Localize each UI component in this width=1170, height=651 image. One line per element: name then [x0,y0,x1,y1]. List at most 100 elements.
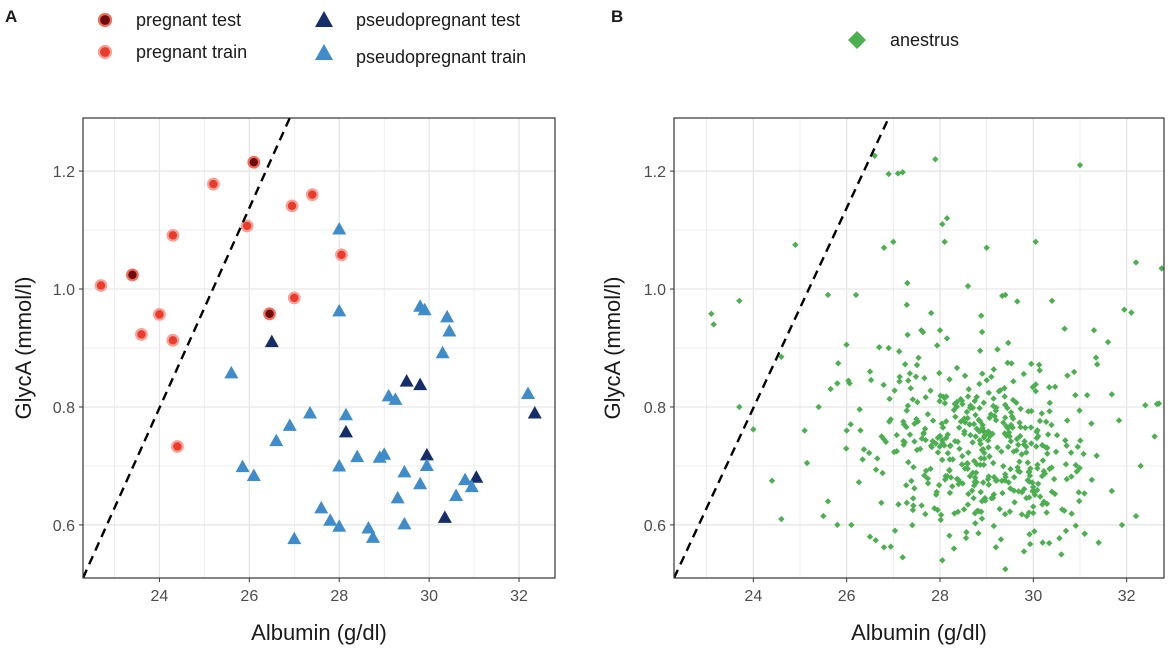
point-anestrus [1044,450,1051,457]
panel-a-gridlines [83,118,555,578]
point-anestrus [824,291,832,299]
point-anestrus [903,301,911,309]
point-anestrus [964,501,972,508]
point-anestrus [1028,440,1035,447]
panel-b-border [673,117,1165,579]
x-tick-label: 26 [240,588,258,605]
point-anestrus [778,515,785,523]
point-anestrus [871,152,878,159]
point-anestrus [899,554,906,561]
point-pregnant-train [94,279,108,292]
point-anestrus [852,291,860,299]
point-pseudopregnant-train [303,405,318,419]
point-anestrus [911,485,918,492]
point-anestrus [939,456,946,464]
point-anestrus [1005,339,1012,347]
point-pregnant-train [135,328,148,341]
point-anestrus [1090,327,1098,334]
point-anestrus [985,389,992,397]
point-anestrus [1039,457,1047,464]
point-anestrus [1004,359,1011,367]
point-anestrus [1020,370,1027,378]
point-anestrus [909,521,916,529]
point-anestrus [1005,429,1013,436]
point-anestrus [1009,424,1016,431]
point-anestrus [961,465,969,472]
point-anestrus [887,416,895,423]
point-anestrus [1067,449,1075,456]
point-anestrus [941,442,948,449]
panel-b-y-axis-label: GlycA (mmol/l) [600,277,625,420]
point-anestrus [1115,417,1123,424]
point-pseudopregnant-train [449,488,464,502]
point-anestrus [921,374,928,382]
point-anestrus [1080,450,1087,458]
point-anestrus [931,505,938,512]
point-anestrus [1035,361,1043,369]
point-pseudopregnant-train [361,520,376,534]
point-anestrus [915,354,922,361]
point-anestrus [909,506,917,514]
point-anestrus [966,421,973,428]
point-pseudopregnant-train [235,459,250,473]
y-tick-label: 1.0 [53,282,75,299]
point-anestrus [778,353,785,361]
point-pseudopregnant-train [417,302,432,316]
point-anestrus [952,413,959,421]
point-anestrus [954,508,962,516]
point-anestrus [792,241,799,248]
point-anestrus [903,499,911,507]
point-anestrus [1025,408,1032,415]
point-anestrus [963,529,970,536]
point-anestrus [1000,462,1007,470]
point-anestrus [768,477,776,484]
point-anestrus [1004,425,1012,432]
point-anestrus [1018,511,1026,518]
point-anestrus [983,244,990,251]
point-anestrus [848,521,855,529]
point-anestrus [904,331,911,339]
y-tick-label: 0.8 [644,400,666,417]
point-anestrus [991,412,998,420]
point-anestrus [907,385,914,392]
y-tick-label: 0.8 [53,400,75,417]
legend-item-pregnant-test: pregnant test [97,10,241,30]
point-anestrus [1001,430,1008,437]
point-anestrus [845,377,852,384]
point-anestrus [1030,509,1037,517]
point-anestrus [1006,508,1014,515]
legend-marker-pregnant-train [97,44,113,60]
point-anestrus [993,404,1000,411]
point-anestrus [924,475,931,482]
point-anestrus [984,476,992,483]
point-anestrus [996,505,1003,513]
point-anestrus [894,170,902,177]
point-anestrus [946,376,953,383]
point-anestrus [880,244,888,251]
point-anestrus [920,429,927,437]
point-pregnant-train [287,291,301,305]
point-anestrus [990,459,997,467]
legend-label-pseudopregnant-train: pseudopregnant train [356,47,526,67]
point-anestrus [879,469,886,477]
point-anestrus [998,448,1005,455]
point-anestrus [1033,443,1040,450]
point-anestrus [1076,161,1084,169]
point-anestrus [990,402,997,410]
point-anestrus [1128,309,1135,316]
panel-a-y-axis-label: GlycA (mmol/l) [11,277,36,420]
point-anestrus [1023,449,1030,456]
point-anestrus [1104,338,1112,346]
point-anestrus [1017,405,1024,412]
point-anestrus [1029,483,1037,491]
point-anestrus [913,446,921,454]
point-anestrus [856,406,863,413]
x-tick-label: 28 [931,588,949,605]
point-anestrus [1016,419,1023,426]
point-anestrus [1023,512,1031,520]
point-pseudopregnant-test [338,424,353,438]
point-anestrus [1011,474,1018,481]
point-anestrus [1001,393,1008,400]
x-tick-label: 26 [838,588,856,605]
panel-b-x-axis-label: Albumin (g/dl) [851,620,987,645]
